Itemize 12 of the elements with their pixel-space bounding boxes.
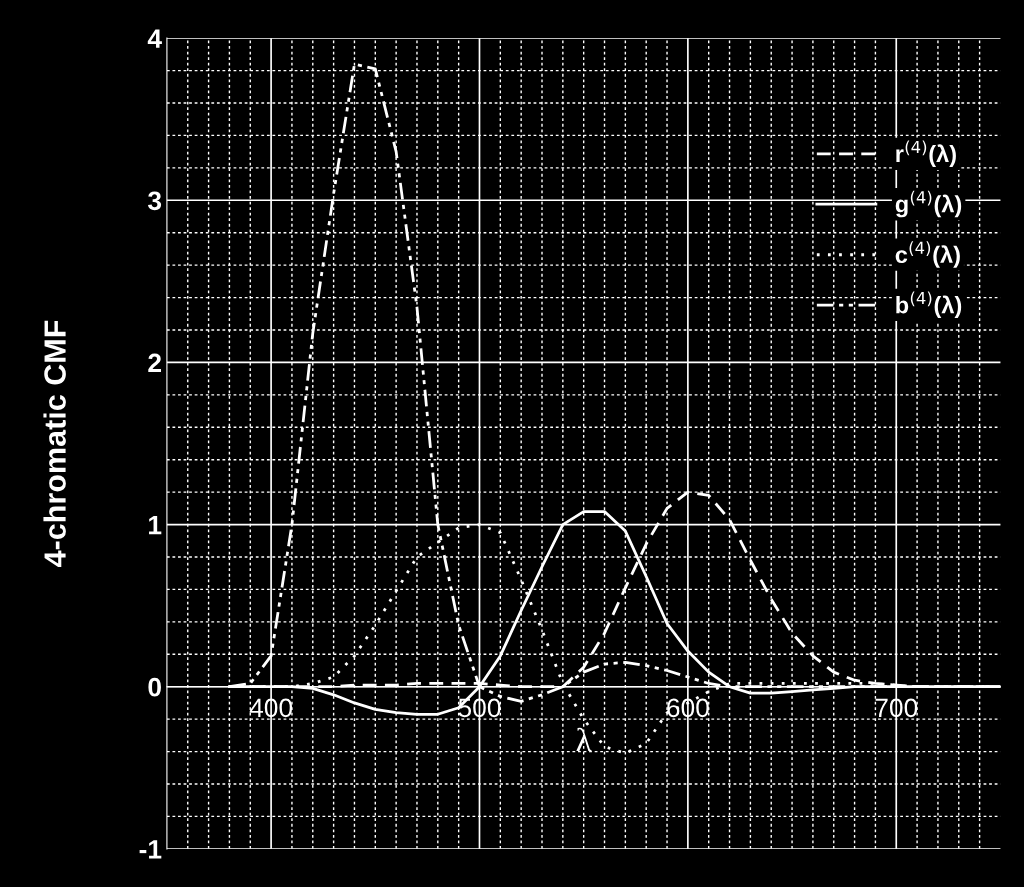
y-tick-label: 3 bbox=[147, 191, 162, 211]
x-axis-title: λ bbox=[576, 727, 592, 752]
legend-label: g$^{(4)}$(λ) bbox=[895, 190, 962, 218]
y-tick-label: 0 bbox=[148, 677, 161, 697]
y-tick-label: -1 bbox=[139, 840, 162, 859]
y-tick-label: 4 bbox=[147, 29, 162, 48]
y-tick-label: 2 bbox=[148, 353, 161, 372]
legend-label: b$^{(4)}$(λ) bbox=[896, 291, 962, 319]
legend-label: c$^{(4)}$(λ) bbox=[895, 241, 960, 268]
y-tick-label: 1 bbox=[149, 515, 162, 535]
legend-label: r$^{(4)}$(λ) bbox=[896, 140, 956, 167]
y-axis-title: 4-chromatic CMF bbox=[43, 320, 66, 567]
